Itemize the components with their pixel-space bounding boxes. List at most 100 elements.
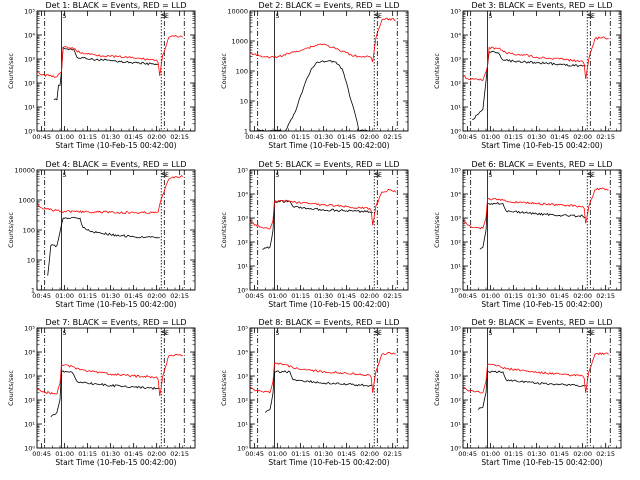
y-tick-label: 10⁰ bbox=[24, 445, 35, 453]
panel-det-9: Det 9: BLACK = Events, RED = LLD Counts/s… bbox=[433, 318, 622, 467]
y-tick-label: 10³ bbox=[237, 373, 248, 381]
y-tick-label: 10¹ bbox=[237, 263, 248, 271]
series-line-events bbox=[250, 60, 373, 132]
y-tick-label: 1 bbox=[244, 128, 248, 136]
y-tick-label: 10² bbox=[237, 239, 248, 247]
x-tick-label: 00:45 bbox=[245, 133, 264, 141]
time-marker-label: S bbox=[588, 330, 592, 337]
x-tick-label: 02:15 bbox=[170, 450, 189, 458]
x-tick-label: 01:15 bbox=[78, 133, 97, 141]
time-marker-label: S bbox=[588, 172, 592, 179]
x-tick-label: 01:00 bbox=[481, 450, 500, 458]
time-marker-label: S bbox=[276, 330, 280, 337]
x-tick-label: 01:00 bbox=[481, 133, 500, 141]
panel-title: Det 1: BLACK = Events, RED = LLD bbox=[46, 1, 187, 10]
x-tick-label: 01:00 bbox=[268, 450, 287, 458]
time-marker-label: S bbox=[375, 330, 379, 337]
x-tick-label: 02:00 bbox=[147, 133, 166, 141]
time-marker-label: S bbox=[276, 13, 280, 20]
y-tick-label: 10¹ bbox=[24, 104, 35, 112]
x-tick-label: 00:45 bbox=[458, 133, 477, 141]
x-tick-label: 01:00 bbox=[481, 292, 500, 300]
panel-det-6: Det 6: BLACK = Events, RED = LLD Counts/s… bbox=[433, 160, 622, 309]
x-tick-label: 01:30 bbox=[314, 450, 333, 458]
x-tick-label: 02:00 bbox=[360, 133, 379, 141]
y-tick-label: 10¹ bbox=[24, 421, 35, 429]
x-tick-label: 02:15 bbox=[596, 292, 615, 300]
plot-frame bbox=[36, 169, 196, 291]
y-tick-label: 10² bbox=[24, 397, 35, 405]
y-tick-label: 10⁵ bbox=[450, 8, 461, 16]
time-marker-label: SE bbox=[161, 172, 169, 179]
y-tick-label: 10¹ bbox=[450, 263, 461, 271]
y-tick-label: 10⁴ bbox=[237, 349, 248, 357]
plot-frame bbox=[462, 327, 622, 449]
y-tick-label: 1 bbox=[31, 287, 35, 295]
time-marker-label: SE bbox=[374, 13, 382, 20]
x-tick-label: 01:45 bbox=[124, 450, 143, 458]
series-line-lld bbox=[462, 187, 609, 230]
x-tick-label: 02:15 bbox=[596, 133, 615, 141]
panel-title: Det 6: BLACK = Events, RED = LLD bbox=[472, 160, 613, 169]
x-tick-label: 02:00 bbox=[360, 450, 379, 458]
y-tick-label: 10⁴ bbox=[237, 191, 248, 199]
y-tick-label: 10⁴ bbox=[450, 32, 461, 40]
time-marker-label: SE bbox=[587, 13, 595, 20]
time-marker-label: S bbox=[489, 172, 493, 179]
x-tick-label: 00:45 bbox=[32, 133, 51, 141]
x-tick-label: 00:45 bbox=[458, 450, 477, 458]
y-tick-label: 10000 bbox=[14, 167, 35, 175]
x-tick-label: 00:45 bbox=[245, 450, 264, 458]
x-tick-label: 01:15 bbox=[504, 450, 523, 458]
x-tick-label: 01:15 bbox=[291, 292, 310, 300]
x-tick-label: 01:45 bbox=[337, 133, 356, 141]
x-tick-label: 01:45 bbox=[550, 450, 569, 458]
y-axis-label: Counts/sec bbox=[220, 212, 228, 248]
time-marker-label: S bbox=[162, 13, 166, 20]
y-tick-label: 10³ bbox=[450, 373, 461, 381]
time-marker-label: S bbox=[162, 172, 166, 179]
panel-title: Det 7: BLACK = Events, RED = LLD bbox=[46, 318, 187, 327]
y-tick-label: 10⁰ bbox=[450, 128, 461, 136]
time-marker-label: S bbox=[63, 172, 67, 179]
y-tick-label: 10³ bbox=[24, 373, 35, 381]
time-marker-label: S bbox=[63, 13, 67, 20]
time-marker-label: SE bbox=[374, 172, 382, 179]
plot-frame bbox=[249, 169, 409, 291]
series-line-lld bbox=[462, 352, 609, 394]
y-axis-label: Counts/sec bbox=[7, 370, 15, 406]
x-tick-label: 01:45 bbox=[124, 292, 143, 300]
series-line-events bbox=[53, 46, 159, 101]
x-tick-label: 02:00 bbox=[360, 292, 379, 300]
panel-title: Det 2: BLACK = Events, RED = LLD bbox=[259, 1, 400, 10]
panel-title: Det 3: BLACK = Events, RED = LLD bbox=[472, 1, 613, 10]
y-tick-label: 10¹ bbox=[450, 104, 461, 112]
x-axis-label: Start Time (10-Feb-15 00:42:00) bbox=[481, 141, 602, 150]
y-tick-label: 10⁴ bbox=[450, 191, 461, 199]
y-tick-label: 10⁵ bbox=[450, 167, 461, 175]
x-tick-label: 01:45 bbox=[337, 292, 356, 300]
y-axis-label: Counts/sec bbox=[433, 212, 441, 248]
x-tick-label: 00:45 bbox=[245, 292, 264, 300]
x-tick-label: 00:45 bbox=[32, 292, 51, 300]
y-tick-label: 10 bbox=[27, 257, 35, 265]
x-tick-label: 02:00 bbox=[147, 292, 166, 300]
x-tick-label: 01:15 bbox=[291, 133, 310, 141]
y-axis-label: Counts/sec bbox=[220, 370, 228, 406]
series-line-lld bbox=[249, 17, 396, 63]
x-tick-label: 02:15 bbox=[170, 133, 189, 141]
x-axis-label: Start Time (10-Feb-15 00:42:00) bbox=[481, 458, 602, 467]
x-tick-label: 02:00 bbox=[147, 450, 166, 458]
x-tick-label: 01:45 bbox=[337, 450, 356, 458]
x-tick-label: 01:30 bbox=[101, 450, 120, 458]
x-tick-label: 01:15 bbox=[291, 450, 310, 458]
panel-title: Det 5: BLACK = Events, RED = LLD bbox=[259, 160, 400, 169]
x-tick-label: 01:15 bbox=[504, 133, 523, 141]
time-marker-label: S bbox=[63, 330, 67, 337]
y-tick-label: 10² bbox=[450, 397, 461, 405]
y-tick-label: 10⁵ bbox=[24, 325, 35, 333]
x-tick-label: 01:45 bbox=[550, 133, 569, 141]
x-axis-label: Start Time (10-Feb-15 00:42:00) bbox=[268, 300, 389, 309]
x-tick-label: 01:00 bbox=[55, 133, 74, 141]
x-tick-label: 01:00 bbox=[268, 133, 287, 141]
